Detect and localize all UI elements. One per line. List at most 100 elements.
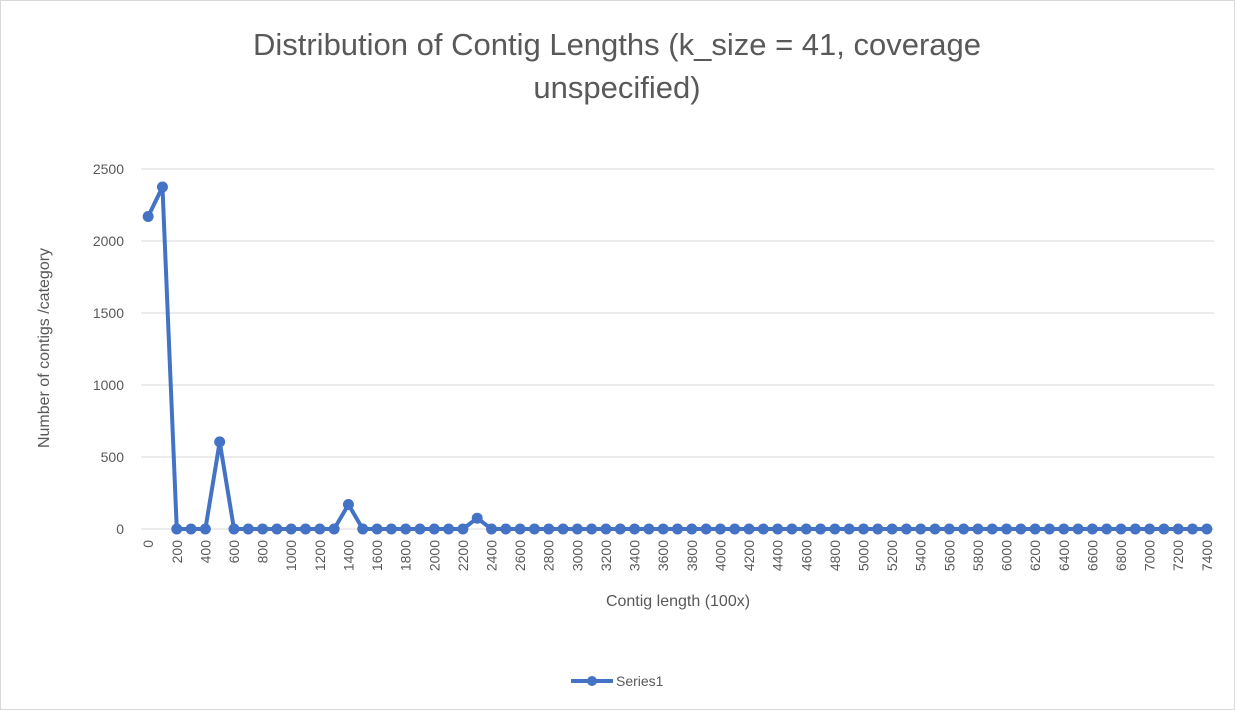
data-point (614, 523, 626, 535)
data-point (900, 523, 912, 535)
data-point (1158, 523, 1170, 535)
data-point (342, 499, 354, 511)
x-axis-title: Contig length (100x) (606, 593, 750, 610)
data-point (815, 523, 827, 535)
data-point (872, 523, 884, 535)
data-point (772, 523, 784, 535)
data-point (943, 523, 955, 535)
data-point (486, 523, 498, 535)
data-point (528, 523, 540, 535)
data-point (986, 523, 998, 535)
data-point (242, 523, 254, 535)
data-point (1058, 523, 1070, 535)
data-point (557, 523, 569, 535)
x-tick-label: 5800 (970, 540, 986, 571)
x-tick-label: 5600 (941, 540, 957, 571)
data-point (185, 523, 197, 535)
chart-title-line-1: Distribution of Contig Lengths (k_size =… (253, 27, 981, 62)
data-point (1172, 523, 1184, 535)
data-point (829, 523, 841, 535)
data-point (757, 523, 769, 535)
x-tick-label: 2200 (455, 540, 471, 571)
x-tick-label: 4600 (798, 540, 814, 571)
x-tick-label: 4400 (770, 540, 786, 571)
data-point (629, 523, 641, 535)
x-tick-label: 4800 (827, 540, 843, 571)
data-point (843, 523, 855, 535)
x-tick-label: 5200 (884, 540, 900, 571)
data-point (228, 523, 240, 535)
x-tick-label: 5000 (855, 540, 871, 571)
data-point (686, 523, 698, 535)
legend-dot-marker (587, 676, 597, 686)
data-point (700, 523, 712, 535)
y-tick-label: 0 (116, 521, 124, 537)
series-1 (142, 181, 1213, 535)
x-tick-label: 5400 (913, 540, 929, 571)
data-point (1029, 523, 1041, 535)
x-tick-label: 4200 (741, 540, 757, 571)
data-point (743, 523, 755, 535)
data-point (1043, 523, 1055, 535)
data-point (414, 523, 426, 535)
data-point (800, 523, 812, 535)
series-line (146, 185, 1209, 531)
x-tick-label: 6000 (999, 540, 1015, 571)
x-tick-label: 6800 (1113, 540, 1129, 571)
data-point (929, 523, 941, 535)
x-tick-label: 7000 (1142, 540, 1158, 571)
x-tick-label: 2600 (512, 540, 528, 571)
data-point (428, 523, 440, 535)
y-tick-label: 1000 (93, 377, 124, 393)
data-point (915, 523, 927, 535)
data-point (672, 523, 683, 535)
y-axis-title: Number of contigs /category (36, 248, 53, 448)
chart-title: Distribution of Contig Lengths (k_size =… (253, 27, 981, 105)
data-point (1015, 523, 1027, 535)
data-point (1129, 523, 1141, 535)
x-tick-label: 0 (140, 540, 156, 548)
y-tick-label: 1500 (93, 305, 124, 321)
x-tick-label: 1600 (369, 540, 385, 571)
data-point (142, 211, 154, 223)
y-axis-tick-labels: 0 500 1000 1500 2000 2500 (93, 161, 124, 537)
data-point (257, 523, 269, 535)
x-axis-tick-labels: 0 200 400 600 800 1000 1200 1400 1600 1800 2000 220… (140, 540, 1215, 571)
x-tick-label: 2000 (426, 540, 442, 571)
x-tick-label: 3000 (569, 540, 585, 571)
data-point (1086, 523, 1098, 535)
data-point (471, 512, 483, 524)
y-tick-label: 500 (101, 449, 125, 465)
legend: Series1 (571, 673, 664, 689)
data-point (643, 523, 655, 535)
chart-title-line-2: unspecified) (533, 70, 700, 105)
data-point (657, 523, 669, 535)
x-tick-label: 6200 (1027, 540, 1043, 571)
data-point (972, 523, 984, 535)
data-point (314, 523, 326, 535)
x-tick-label: 3800 (684, 540, 700, 571)
data-point (1201, 523, 1213, 535)
x-tick-label: 7400 (1199, 540, 1215, 571)
data-point (271, 523, 283, 535)
data-point (371, 523, 383, 535)
data-point (543, 523, 555, 535)
data-point (1115, 523, 1127, 535)
x-tick-label: 4000 (712, 540, 728, 571)
x-tick-label: 6400 (1056, 540, 1072, 571)
data-point (786, 523, 798, 535)
x-tick-label: 800 (255, 540, 271, 564)
x-tick-label: 7200 (1170, 540, 1186, 571)
data-point (214, 436, 226, 448)
data-point (571, 523, 583, 535)
data-point (1187, 523, 1199, 535)
x-tick-label: 600 (226, 540, 242, 564)
data-point (385, 523, 397, 535)
data-point (500, 523, 512, 535)
data-point (328, 523, 340, 535)
data-point (156, 181, 168, 193)
x-tick-label: 200 (169, 540, 185, 564)
data-point (958, 523, 970, 535)
x-tick-label: 2800 (541, 540, 557, 571)
